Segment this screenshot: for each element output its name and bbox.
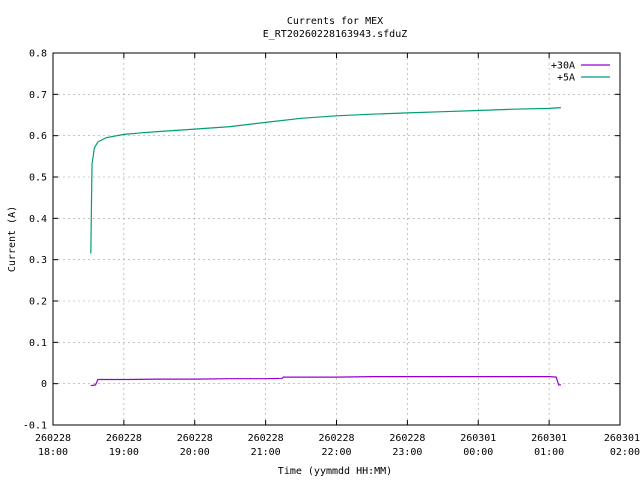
x-tick-time-label: 02:00 bbox=[610, 447, 640, 458]
y-tick-label: 0.2 bbox=[29, 297, 47, 308]
y-tick-label: 0.4 bbox=[29, 214, 47, 225]
x-tick-labels: 260228 18:00 260228 19:00 260228 20:00 260228 2… bbox=[35, 433, 640, 458]
x-tick-date-label: 260228 bbox=[389, 433, 425, 444]
y-tick-label: 0 bbox=[41, 379, 47, 390]
series-lines bbox=[90, 107, 561, 387]
y-tick-label: 0.5 bbox=[29, 173, 47, 184]
x-tick-date-label: 260301 bbox=[460, 433, 496, 444]
x-tick-date-label: 260228 bbox=[248, 433, 284, 444]
legend: +30A+5A bbox=[551, 61, 610, 84]
legend-label: +30A bbox=[551, 61, 575, 72]
grid-lines bbox=[53, 53, 620, 425]
x-tick-date-label: 260301 bbox=[604, 433, 640, 444]
series-line-0 bbox=[90, 376, 561, 387]
x-tick-time-label: 21:00 bbox=[251, 447, 281, 458]
y-tick-label: 0.8 bbox=[29, 49, 47, 60]
x-tick-date-label: 260228 bbox=[177, 433, 213, 444]
legend-label: +5A bbox=[557, 73, 575, 84]
y-tick-label: 0.7 bbox=[29, 90, 47, 101]
x-tick-date-label: 260228 bbox=[35, 433, 71, 444]
x-tick-time-label: 00:00 bbox=[463, 447, 493, 458]
x-tick-date-label: 260228 bbox=[106, 433, 142, 444]
x-tick-time-label: 20:00 bbox=[180, 447, 210, 458]
chart-subtitle: E_RT20260228163943.sfduZ bbox=[263, 29, 408, 40]
x-tick-time-label: 19:00 bbox=[109, 447, 139, 458]
y-tick-label: 0.1 bbox=[29, 338, 47, 349]
x-tick-time-label: 22:00 bbox=[321, 447, 351, 458]
x-tick-time-label: 01:00 bbox=[534, 447, 564, 458]
x-axis-label: Time (yymmdd HH:MM) bbox=[278, 466, 392, 477]
x-tick-date-label: 260301 bbox=[531, 433, 567, 444]
y-tick-label: 0.3 bbox=[29, 255, 47, 266]
x-tick-date-label: 260228 bbox=[318, 433, 354, 444]
x-tick-time-label: 18:00 bbox=[38, 447, 68, 458]
chart-title: Currents for MEX bbox=[287, 16, 383, 27]
series-line-1 bbox=[90, 107, 561, 254]
y-axis-label: Current (A) bbox=[7, 206, 18, 272]
y-tick-label: 0.6 bbox=[29, 131, 47, 142]
y-tick-labels: -0.1 0 0.1 0.2 0.3 0.4 0.5 0.6 0.7 0.8 bbox=[23, 49, 47, 432]
plot-frame bbox=[52, 52, 621, 426]
y-tick-label: -0.1 bbox=[23, 421, 47, 432]
x-tick-time-label: 23:00 bbox=[392, 447, 422, 458]
